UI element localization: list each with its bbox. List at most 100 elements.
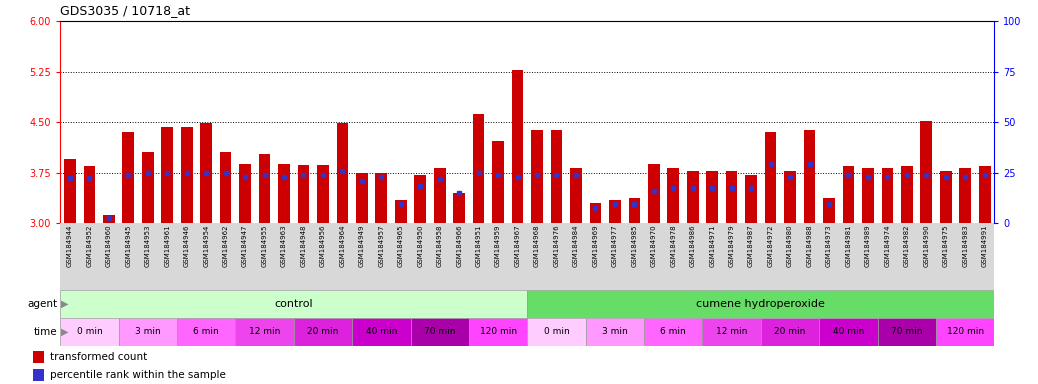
Text: GSM184953: GSM184953 [144,224,151,267]
Text: percentile rank within the sample: percentile rank within the sample [50,370,225,380]
Text: GSM184969: GSM184969 [593,224,599,267]
Bar [726,170,738,223]
Bar [629,197,640,223]
Text: GSM184945: GSM184945 [126,224,132,267]
Text: 3 min: 3 min [135,327,161,336]
Bar [687,170,699,223]
Bar [83,166,95,223]
Bar [33,351,44,363]
Text: 20 min: 20 min [307,327,338,336]
Text: GSM184972: GSM184972 [767,224,773,267]
Text: GSM184951: GSM184951 [475,224,482,267]
Bar [570,168,581,223]
Text: GSM184949: GSM184949 [359,224,365,267]
Bar [294,318,352,346]
Text: GSM184983: GSM184983 [962,224,968,267]
Bar [823,197,835,223]
Bar [411,318,469,346]
Text: GSM184978: GSM184978 [671,224,677,267]
Bar [434,168,445,223]
Text: GSM184960: GSM184960 [106,224,112,267]
Bar [352,318,410,346]
Bar [667,168,679,223]
Text: GSM184990: GSM184990 [923,224,929,267]
Text: GSM184975: GSM184975 [943,224,949,267]
Bar [921,121,932,223]
Text: 20 min: 20 min [774,327,805,336]
Text: GSM184958: GSM184958 [437,224,443,267]
Bar [200,124,212,223]
Bar [118,318,176,346]
Text: GSM184982: GSM184982 [904,224,910,267]
Bar [33,369,44,381]
Bar [103,215,114,223]
Text: GSM184974: GSM184974 [884,224,891,267]
Text: GSM184970: GSM184970 [651,224,657,267]
Text: 0 min: 0 min [544,327,570,336]
Bar [60,318,118,346]
Bar [979,166,990,223]
Bar [142,152,154,223]
Text: GSM184952: GSM184952 [86,224,92,267]
Text: 0 min: 0 min [77,327,103,336]
Bar [122,132,134,223]
Bar [220,152,231,223]
Bar [162,127,173,223]
Text: GSM184961: GSM184961 [164,224,170,267]
Bar [745,175,757,223]
Bar [356,173,367,223]
Bar [376,173,387,223]
Text: GSM184968: GSM184968 [534,224,540,267]
Bar [454,193,465,223]
Text: GSM184963: GSM184963 [281,224,288,267]
Text: GSM184981: GSM184981 [845,224,851,267]
Bar [236,318,294,346]
Text: GSM184947: GSM184947 [242,224,248,267]
Bar [239,164,251,223]
Text: GSM184964: GSM184964 [339,224,346,267]
Text: GSM184977: GSM184977 [611,224,618,267]
Bar [761,318,819,346]
Text: GSM184948: GSM184948 [300,224,306,267]
Text: GSM184965: GSM184965 [398,224,404,267]
Bar [298,164,309,223]
Text: GSM184962: GSM184962 [222,224,228,267]
Bar [473,114,485,223]
Text: GSM184955: GSM184955 [262,224,268,267]
Bar [176,318,236,346]
Bar [843,166,854,223]
Bar [278,164,290,223]
Bar [644,318,703,346]
Text: 40 min: 40 min [832,327,864,336]
Bar [707,170,718,223]
Text: 12 min: 12 min [716,327,747,336]
Bar [336,124,349,223]
Text: 120 min: 120 min [947,327,984,336]
Text: GSM184979: GSM184979 [729,224,735,267]
Text: GSM184957: GSM184957 [378,224,384,267]
Bar [590,203,601,223]
Text: GSM184976: GSM184976 [553,224,559,267]
Bar [531,130,543,223]
Text: GSM184956: GSM184956 [320,224,326,267]
Text: time: time [33,327,57,337]
Text: 6 min: 6 min [193,327,219,336]
Bar [877,318,936,346]
Text: GSM184985: GSM184985 [631,224,637,267]
Bar [469,318,527,346]
Bar [414,175,427,223]
Text: GSM184973: GSM184973 [826,224,832,267]
Text: GSM184971: GSM184971 [709,224,715,267]
Bar [527,318,585,346]
Text: GSM184966: GSM184966 [456,224,462,267]
Bar [64,159,76,223]
Text: GSM184989: GSM184989 [865,224,871,267]
Text: GSM184944: GSM184944 [66,224,73,267]
Text: control: control [274,299,313,309]
Text: GSM184950: GSM184950 [417,224,424,267]
Text: GSM184987: GSM184987 [748,224,755,267]
Bar [936,318,994,346]
Text: GSM184967: GSM184967 [515,224,521,267]
Bar [258,154,270,223]
Bar [819,318,878,346]
